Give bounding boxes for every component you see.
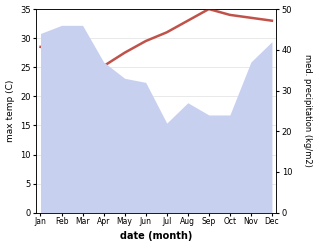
Y-axis label: med. precipitation (kg/m2): med. precipitation (kg/m2) [303, 54, 313, 167]
X-axis label: date (month): date (month) [120, 231, 192, 242]
Y-axis label: max temp (C): max temp (C) [5, 80, 15, 142]
